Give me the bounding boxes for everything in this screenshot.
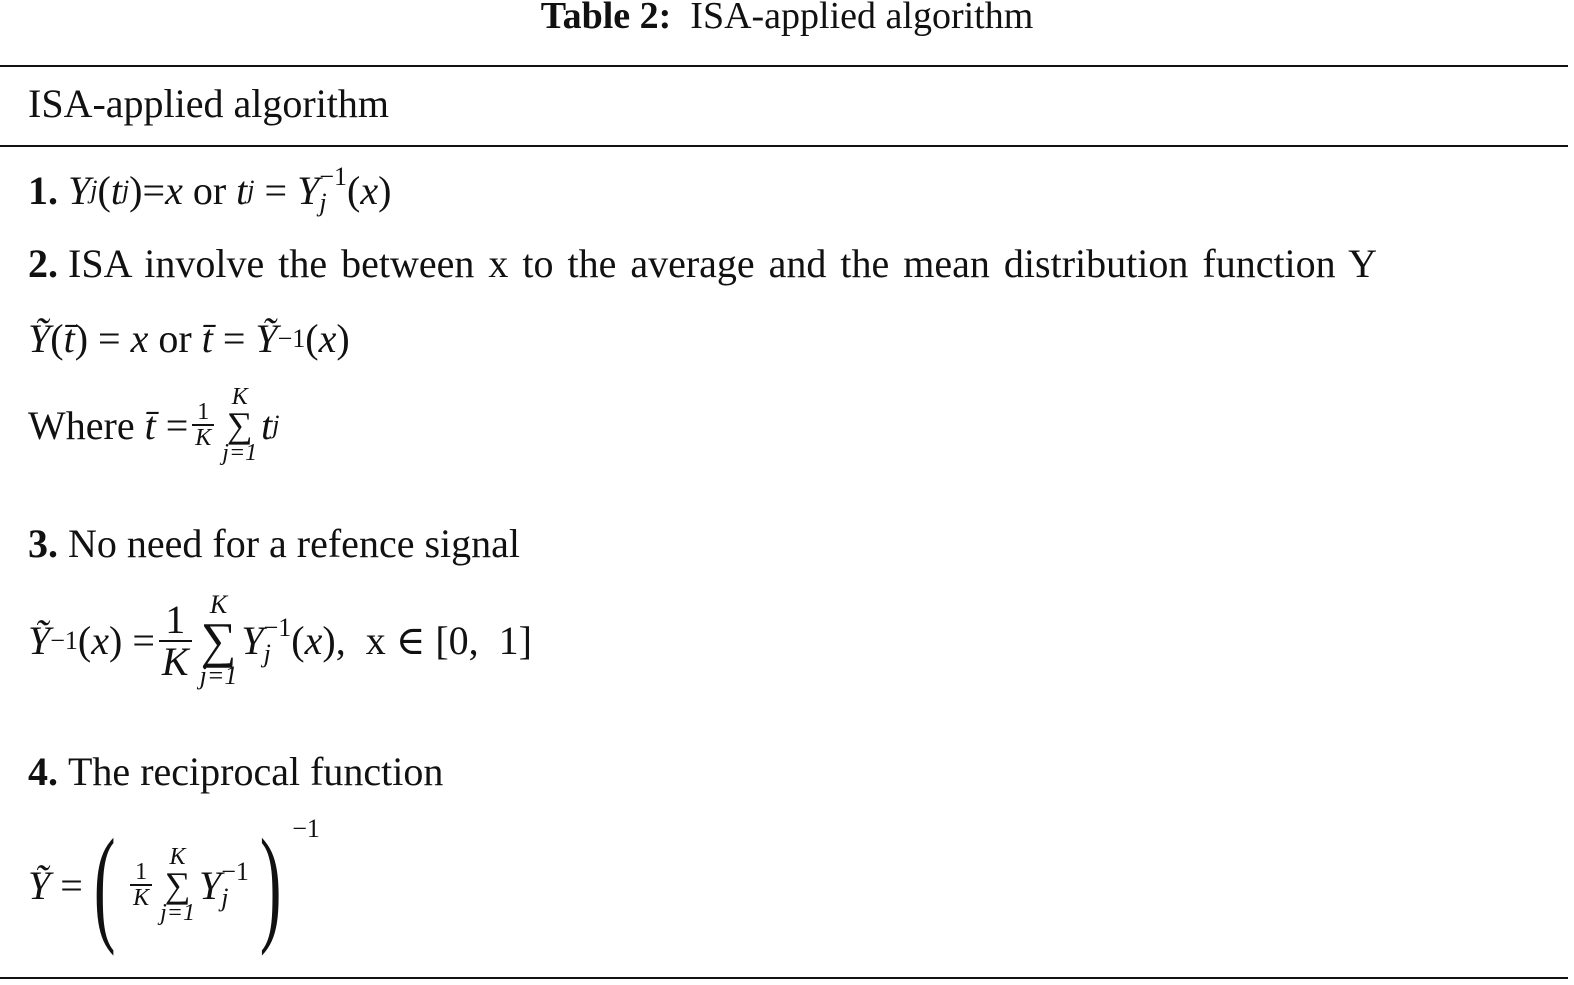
table-header: ISA-applied algorithm xyxy=(28,81,390,126)
header-rule xyxy=(0,145,1568,147)
table-title: Table 2: ISA-applied algorithm xyxy=(540,0,1034,37)
summation: K ∑ j=1 xyxy=(199,590,238,690)
step-3: 3. No need for a refence signal xyxy=(28,521,520,566)
summation: K ∑ j=1 xyxy=(222,384,258,467)
bottom-rule xyxy=(0,977,1568,979)
step-2: 2. ISA involve the between x to the aver… xyxy=(28,241,1378,286)
step-2-formula: Ỹ(t̄) = x or t̄ = Ỹ −1(x) xyxy=(28,316,350,361)
left-paren: ( xyxy=(93,813,116,957)
top-rule xyxy=(0,65,1568,67)
right-paren: ) xyxy=(259,813,282,957)
summation: K ∑ j=1 xyxy=(160,843,195,927)
step-4: 4. The reciprocal function xyxy=(28,749,444,794)
